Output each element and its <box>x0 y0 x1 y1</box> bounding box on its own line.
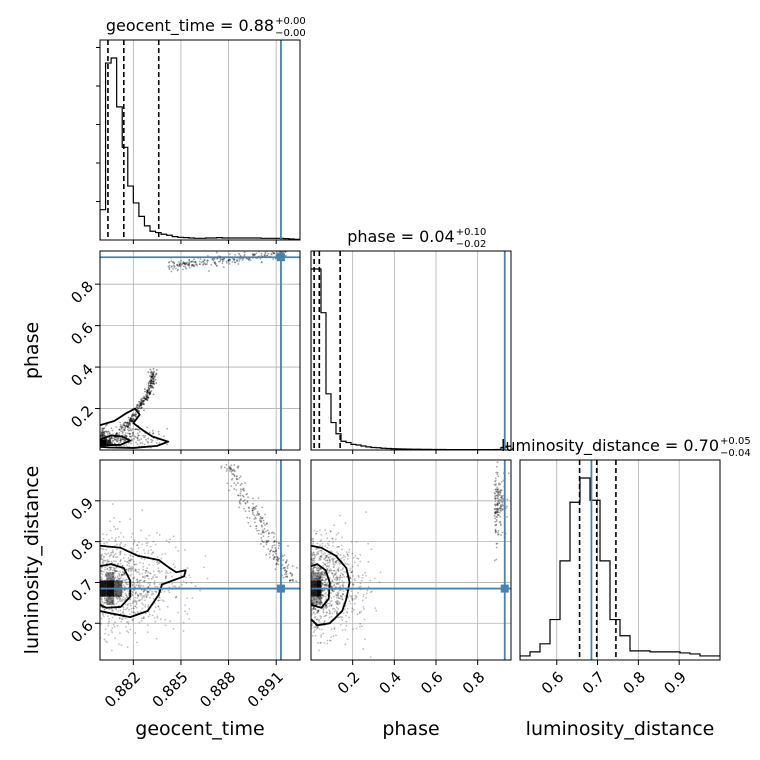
x-tick-label: 0.6 <box>538 668 568 698</box>
x-tick-label: 0.885 <box>149 668 192 711</box>
title-phase: phase = 0.04 <box>347 227 454 246</box>
y-axis-label-phase: phase <box>21 322 43 379</box>
x-tick-label: 0.882 <box>101 668 144 711</box>
2d-panel-geocent_time-luminosity_distance <box>99 459 301 661</box>
2d-panel-phase-luminosity_distance <box>310 459 512 661</box>
hist-panel-phase: phase = 0.04 +0.10−0.02 <box>310 227 512 451</box>
2d-panel-geocent_time-phase <box>99 250 301 451</box>
histogram-luminosity_distance <box>520 477 720 660</box>
density-cell <box>311 596 322 605</box>
sample-cloud <box>100 503 209 652</box>
x-axis-label-geocent_time: geocent_time <box>135 718 264 740</box>
x-axis-geocent_time: 0.882 0.885 0.888 0.891 geocent_time <box>101 660 287 740</box>
sample-cloud <box>167 251 288 273</box>
x-tick-label: 0.888 <box>196 668 239 711</box>
title-plus-phase: +0.10 <box>456 227 487 238</box>
truth-marker <box>500 584 509 593</box>
hist-panel-geocent_time: geocent_time = 0.88 +0.00−0.00 <box>96 16 306 241</box>
2d-panel-phase-luminosity_distance-content <box>311 460 511 660</box>
contour-line-1 <box>100 544 187 619</box>
contour-line-1 <box>100 407 170 449</box>
density-cell <box>106 596 115 605</box>
x-tick-label: 0.8 <box>459 668 489 698</box>
sample-cloud <box>220 463 298 583</box>
y-tick-label: 0.6 <box>67 617 97 647</box>
axes-frame <box>519 459 721 661</box>
truth-marker <box>276 253 285 262</box>
y-tick-label: 0.7 <box>67 576 97 606</box>
axes-frame <box>99 459 301 661</box>
sample-cloud <box>311 511 382 659</box>
y-tick-label: 0.2 <box>67 402 97 432</box>
hist-panel-geocent_time-content <box>100 40 300 240</box>
contour-line-0 <box>100 434 132 447</box>
2d-panel-geocent_time-luminosity_distance-content <box>100 460 300 660</box>
axes-frame <box>310 459 512 661</box>
x-axis-luminosity_distance: 0.6 0.7 0.8 0.9 luminosity_distance <box>526 660 715 740</box>
axes-frame <box>99 39 301 241</box>
density-cell <box>106 439 112 446</box>
y-tick-label: 0.8 <box>67 535 97 565</box>
y-axis-luminosity_distance: 0.6 0.7 0.8 0.9 luminosity_distance <box>21 466 100 655</box>
sample-cloud <box>119 367 158 431</box>
x-axis-label-luminosity_distance: luminosity_distance <box>526 718 715 740</box>
y-tick-label: 0.6 <box>67 319 97 349</box>
x-tick-label: 0.8 <box>620 668 650 698</box>
title-plus-luminosity_distance: +0.05 <box>720 436 751 447</box>
histogram-geocent_time <box>100 57 300 240</box>
x-tick-label: 0.6 <box>417 668 447 698</box>
density-cell <box>106 572 115 581</box>
sample-cloud <box>493 461 510 562</box>
x-tick-label: 0.4 <box>375 668 405 698</box>
title-plus-geocent_time: +0.00 <box>275 16 306 27</box>
title-geocent_time: geocent_time = 0.88 <box>106 16 274 36</box>
title-minus-phase: −0.02 <box>456 239 487 250</box>
contour-line-0 <box>311 563 331 609</box>
x-tick-label: 0.891 <box>244 668 287 711</box>
x-tick-label: 0.7 <box>579 668 609 698</box>
hist-panel-phase-content <box>311 251 511 450</box>
axes-frame <box>99 250 301 451</box>
2d-panel-geocent_time-phase-content <box>100 251 300 450</box>
axes-frame <box>310 250 512 451</box>
density-cell <box>311 572 322 581</box>
truth-marker <box>276 584 285 593</box>
y-tick-label: 0.9 <box>67 494 97 524</box>
x-tick-label: 0.2 <box>334 668 364 698</box>
y-axis-label-luminosity_distance: luminosity_distance <box>21 466 43 655</box>
title-minus-luminosity_distance: −0.04 <box>720 448 751 459</box>
hist-panel-luminosity_distance: luminosity_distance = 0.70 +0.05−0.04 <box>501 436 751 661</box>
title-luminosity_distance: luminosity_distance = 0.70 <box>501 436 719 456</box>
title-minus-geocent_time: −0.00 <box>275 28 306 39</box>
y-axis-phase: 0.2 0.4 0.6 0.8 phase <box>21 277 100 431</box>
hist-panel-luminosity_distance-content <box>520 460 720 660</box>
y-tick-label: 0.4 <box>67 360 97 390</box>
contour-line-1 <box>311 544 351 627</box>
x-axis-phase: 0.2 0.4 0.6 0.8 phase <box>334 660 489 740</box>
x-axis-label-phase: phase <box>382 718 439 740</box>
histogram-phase <box>311 268 511 450</box>
density-cell <box>100 439 107 446</box>
y-tick-label: 0.8 <box>67 277 97 307</box>
x-tick-label: 0.9 <box>660 668 690 698</box>
